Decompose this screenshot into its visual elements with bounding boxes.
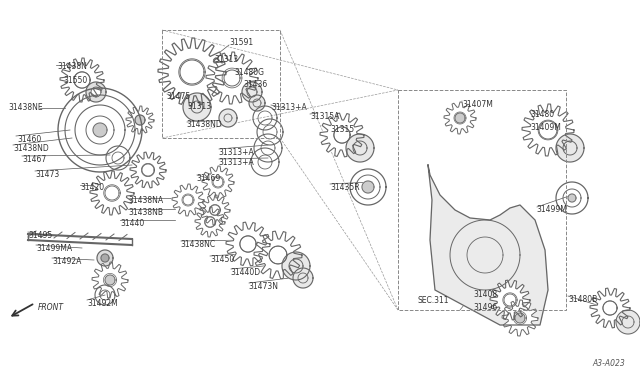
Polygon shape (183, 93, 211, 121)
Text: 31313: 31313 (187, 102, 211, 111)
Text: 31480G: 31480G (234, 68, 264, 77)
Polygon shape (568, 194, 576, 202)
Polygon shape (92, 262, 128, 298)
Polygon shape (490, 280, 530, 320)
Text: 31480B: 31480B (568, 295, 597, 304)
Text: 31438NC: 31438NC (180, 240, 215, 249)
Polygon shape (282, 252, 310, 280)
Bar (398, 90, 566, 310)
Polygon shape (219, 109, 237, 127)
Text: 31438ND: 31438ND (13, 144, 49, 153)
Polygon shape (522, 104, 574, 156)
Text: 31438N: 31438N (57, 62, 87, 71)
Text: 31492M: 31492M (87, 299, 118, 308)
Text: 31408: 31408 (473, 290, 497, 299)
Polygon shape (293, 268, 313, 288)
Text: 31315A: 31315A (310, 112, 339, 121)
Polygon shape (515, 313, 525, 323)
Text: 31409M: 31409M (530, 123, 561, 132)
Text: 31591: 31591 (229, 38, 253, 47)
Polygon shape (101, 254, 109, 262)
Polygon shape (556, 134, 584, 162)
Polygon shape (226, 222, 270, 266)
Polygon shape (428, 165, 548, 325)
Polygon shape (502, 300, 538, 336)
Polygon shape (590, 288, 630, 328)
Text: 31438ND: 31438ND (186, 120, 221, 129)
Polygon shape (158, 38, 226, 106)
Text: 31450: 31450 (210, 255, 234, 264)
Polygon shape (346, 134, 374, 162)
Text: 31440: 31440 (120, 219, 144, 228)
Polygon shape (206, 52, 258, 104)
Text: 31499MA: 31499MA (36, 244, 72, 253)
Text: 31480: 31480 (530, 110, 554, 119)
Text: 31313+A: 31313+A (271, 103, 307, 112)
Polygon shape (172, 184, 204, 216)
Text: 31436: 31436 (243, 80, 268, 89)
Text: 31473N: 31473N (248, 282, 278, 291)
Polygon shape (242, 82, 262, 102)
Polygon shape (616, 310, 640, 334)
Text: 31313+A: 31313+A (218, 158, 253, 167)
Text: FRONT: FRONT (38, 303, 64, 312)
Polygon shape (249, 95, 265, 111)
Polygon shape (91, 87, 101, 97)
Polygon shape (320, 113, 364, 157)
Polygon shape (362, 181, 374, 193)
Text: 31550: 31550 (63, 76, 87, 85)
Polygon shape (90, 171, 134, 215)
Text: 31460: 31460 (17, 135, 41, 144)
Text: 31469: 31469 (196, 174, 220, 183)
Text: 31496: 31496 (473, 303, 497, 312)
Text: 31475: 31475 (166, 92, 190, 101)
Text: 31467: 31467 (22, 155, 46, 164)
Polygon shape (200, 195, 230, 225)
Text: 31313: 31313 (214, 55, 238, 64)
Polygon shape (93, 123, 107, 137)
Text: 31315: 31315 (330, 125, 354, 134)
Text: 31438NE: 31438NE (8, 103, 43, 112)
Polygon shape (130, 152, 166, 188)
Polygon shape (202, 166, 234, 198)
Text: 31473: 31473 (35, 170, 60, 179)
Polygon shape (254, 231, 302, 279)
Text: 31440D: 31440D (230, 268, 260, 277)
Text: 31313+A: 31313+A (218, 148, 253, 157)
Text: SEC.311: SEC.311 (418, 296, 449, 305)
Polygon shape (60, 58, 104, 102)
Polygon shape (195, 207, 225, 237)
Text: 31438NA: 31438NA (128, 196, 163, 205)
Text: 31407M: 31407M (462, 100, 493, 109)
Text: 31420: 31420 (80, 183, 104, 192)
Text: 31438NB: 31438NB (128, 208, 163, 217)
Text: 31499M: 31499M (536, 205, 567, 214)
Polygon shape (135, 115, 145, 125)
Polygon shape (444, 102, 476, 134)
Text: 31492A: 31492A (52, 257, 81, 266)
Text: 31435R: 31435R (330, 183, 360, 192)
Bar (162, 30, 280, 138)
Polygon shape (86, 82, 106, 102)
Polygon shape (105, 275, 115, 285)
Polygon shape (126, 106, 154, 134)
Text: A3-A023: A3-A023 (592, 359, 625, 368)
Text: 31495: 31495 (28, 231, 52, 240)
Polygon shape (455, 113, 465, 123)
Polygon shape (97, 250, 113, 266)
